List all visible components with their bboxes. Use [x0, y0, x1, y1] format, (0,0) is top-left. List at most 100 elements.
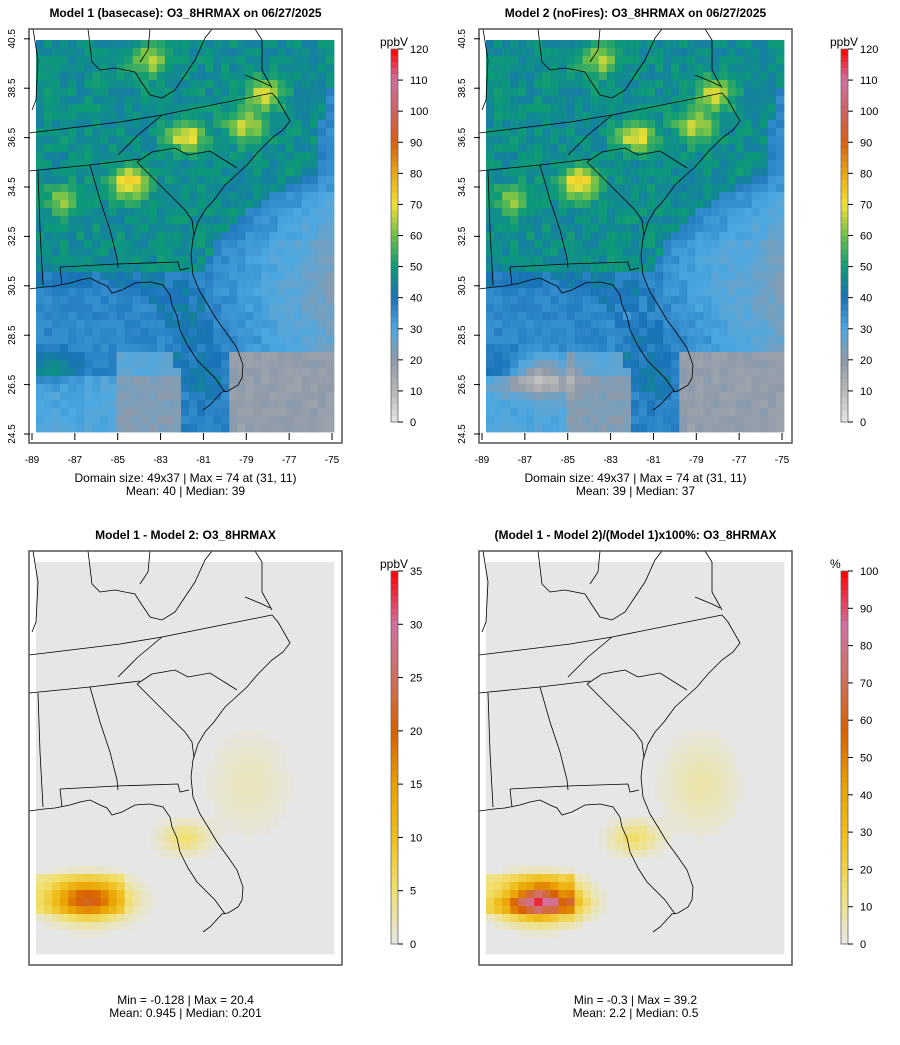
grid-cell [164, 328, 174, 337]
grid-cell [550, 288, 559, 297]
grid-cell [148, 352, 158, 361]
grid-cell [108, 722, 117, 731]
grid-cell [542, 360, 551, 369]
grid-cell [647, 96, 656, 105]
grid-cell [253, 778, 262, 787]
grid-cell [108, 96, 117, 105]
grid-cell [164, 392, 174, 401]
grid-cell [719, 280, 729, 289]
grid-cell [156, 104, 166, 113]
boundary-line [136, 147, 238, 169]
grid-cell [148, 754, 158, 763]
grid-cell [229, 136, 238, 145]
grid-cell [180, 586, 190, 595]
grid-cell [205, 730, 214, 739]
grid-cell [719, 184, 729, 193]
grid-cell [84, 64, 93, 73]
grid-cell [655, 168, 664, 177]
grid-cell [172, 224, 182, 233]
grid-cell [213, 144, 222, 153]
grid-cell [711, 224, 720, 233]
grid-cell [277, 682, 287, 691]
grid-cell [261, 770, 270, 779]
grid-cell [108, 400, 117, 409]
grid-cell [719, 56, 729, 65]
grid-cell [526, 320, 535, 329]
grid-cell [132, 682, 142, 691]
grid-cell [132, 738, 142, 747]
grid-cell [221, 288, 230, 297]
grid-cell [727, 40, 737, 49]
colorbar-unit: ppbV [830, 35, 859, 49]
grid-cell [172, 176, 182, 185]
grid-cell [116, 416, 125, 425]
grid-cell [237, 40, 246, 49]
grid-cell [526, 264, 535, 273]
grid-cell [614, 176, 624, 185]
grid-cell [116, 730, 125, 739]
grid-cell [510, 360, 519, 369]
grid-cell [655, 104, 664, 113]
grid-cell [582, 80, 592, 89]
grid-cell [76, 352, 85, 361]
grid-cell [622, 72, 632, 81]
grid-cell [647, 312, 656, 321]
grid-cell [84, 594, 93, 603]
grid-cell [695, 392, 704, 401]
grid-cell [164, 128, 174, 137]
grid-cell [108, 682, 117, 691]
grid-cell [277, 698, 287, 707]
grid-cell [36, 176, 45, 185]
grid-cell [759, 48, 769, 57]
grid-cell [325, 706, 335, 715]
grid-cell [566, 160, 575, 169]
grid-cell [76, 56, 85, 65]
grid-cell [116, 216, 125, 225]
grid-cell [172, 674, 182, 683]
grid-cell [518, 224, 527, 233]
grid-cell [44, 626, 53, 635]
grid-cell [172, 200, 182, 209]
grid-cell [735, 40, 745, 49]
grid-cell [156, 586, 166, 595]
grid-cell [68, 344, 77, 353]
grid-cell [775, 304, 785, 313]
grid-cell [663, 424, 672, 433]
grid-cell [285, 232, 295, 241]
grid-cell [486, 200, 495, 209]
grid-cell [100, 594, 109, 603]
grid-cell [92, 232, 101, 241]
boundary-line [59, 266, 63, 286]
grid-cell [285, 570, 295, 579]
grid-cell [148, 304, 158, 313]
grid-cell [317, 336, 327, 345]
grid-cell [221, 786, 230, 795]
grid-cell [213, 570, 222, 579]
grid-cell [205, 586, 214, 595]
grid-cell [100, 336, 109, 345]
grid-cell [140, 216, 150, 225]
grid-cell [735, 312, 745, 321]
grid-cell [534, 192, 543, 201]
grid-cell [775, 424, 785, 433]
grid-cell [598, 104, 608, 113]
grid-cell [767, 208, 777, 217]
grid-cell [44, 424, 53, 433]
grid-cell [510, 264, 519, 273]
grid-cell [534, 80, 543, 89]
boundary-line [704, 28, 723, 89]
grid-cell [132, 208, 142, 217]
grid-cell [293, 618, 303, 627]
grid-cell [132, 562, 142, 571]
grid-cell [124, 730, 134, 739]
grid-cell [727, 88, 737, 97]
x-tick-label: -79 [239, 455, 254, 466]
grid-cell [751, 280, 761, 289]
grid-cell [213, 288, 222, 297]
grid-cell [245, 112, 254, 121]
grid-cell [719, 112, 729, 121]
grid-cell [164, 786, 174, 795]
grid-cell [108, 714, 117, 723]
grid-cell [68, 192, 77, 201]
grid-cell [719, 368, 729, 377]
